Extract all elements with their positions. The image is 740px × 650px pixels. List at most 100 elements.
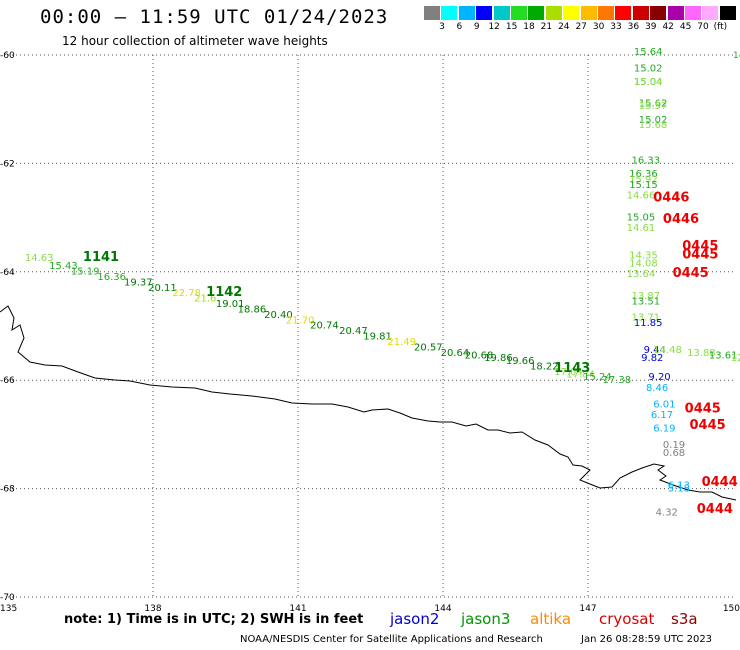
- pass-time-label: 0445: [673, 266, 709, 281]
- lon-tick-label: 135: [0, 604, 17, 614]
- satellite-legend-cryosat: cryosat: [599, 610, 655, 628]
- antarctic-coastline: [0, 305, 737, 501]
- colorbar-swatch: [598, 6, 614, 20]
- wave-height-value: 15.04: [634, 77, 663, 88]
- colorbar-label: 36: [627, 22, 640, 32]
- wave-height-value: 15.02: [634, 63, 663, 74]
- wave-height-value: 19.37: [124, 277, 153, 288]
- lat-tick-label: -70: [0, 593, 15, 603]
- colorbar-label: 9: [473, 22, 480, 32]
- wave-height-value: 14.35: [629, 250, 658, 261]
- wave-height-value: 19.86: [484, 353, 513, 364]
- colorbar-swatch: [493, 6, 510, 20]
- wave-height-value: 15.19: [71, 267, 100, 278]
- wave-height-value: 19.01: [216, 299, 245, 310]
- colorbar-swatch: [580, 6, 597, 20]
- wave-height-value: 18.22: [530, 361, 559, 372]
- colorbar-label: 3: [439, 22, 445, 32]
- colorbar-label: 27: [575, 22, 587, 32]
- wave-height-value: 14.48: [653, 345, 682, 356]
- lat-tick-label: -68: [0, 485, 15, 495]
- lon-tick-label: 147: [579, 604, 596, 614]
- wave-height-value: 12.74: [731, 353, 740, 364]
- wave-height-value: 6.17: [651, 410, 673, 421]
- wave-height-value: 20.68: [465, 351, 494, 362]
- wave-height-value: 21.49: [387, 337, 416, 348]
- wave-height-value: 15.57: [639, 101, 668, 112]
- wave-height-value: 20.64: [441, 348, 470, 359]
- satellite-legend-jason3: jason3: [461, 610, 511, 628]
- lon-tick-label: 138: [144, 604, 161, 614]
- wave-height-value: 14.61: [627, 223, 656, 234]
- wave-height-value: 21.6: [194, 294, 216, 305]
- wave-height-value: 15.24: [583, 372, 612, 383]
- wave-height-value: 14: [733, 51, 740, 61]
- wave-height-value: 13.51: [632, 296, 661, 307]
- generated-timestamp: Jan 26 08:28:59 UTC 2023: [581, 634, 713, 645]
- colorbar-swatch: [458, 6, 475, 20]
- lat-tick-label: -60: [0, 51, 15, 61]
- pass-time-label: 1142: [206, 285, 242, 300]
- footer-credit: NOAA/NESDIS Center for Satellite Applica…: [240, 634, 543, 645]
- wave-height-value: 11.85: [634, 318, 663, 329]
- colorbar-swatch: [632, 6, 649, 20]
- colorbar-swatch: [685, 6, 701, 20]
- wave-height-value: 19.66: [506, 356, 535, 367]
- satellite-legend-altika: altika: [530, 610, 572, 628]
- wave-height-value: 15.05: [627, 212, 656, 223]
- wave-height-value: 18.86: [238, 304, 267, 315]
- wave-height-value: 13.64: [627, 269, 656, 280]
- wave-height-value: 4.32: [656, 508, 678, 519]
- lat-tick-label: -64: [0, 268, 15, 278]
- wave-height-value: 15.15: [629, 180, 658, 191]
- note-text: note: 1) Time is in UTC; 2) SWH is in fe…: [64, 612, 364, 627]
- colorbar-swatch: [545, 6, 562, 20]
- wave-height-value: 6.13: [668, 481, 690, 492]
- colorbar-label: 42: [662, 22, 674, 32]
- wave-height-value: 6.01: [653, 399, 675, 410]
- wave-height-value: 9.82: [641, 353, 663, 364]
- colorbar-label: 12: [488, 22, 500, 32]
- wave-height-value: 16.36: [629, 169, 658, 180]
- wave-height-value: 9.20: [648, 372, 670, 383]
- wave-height-value: 15.02: [639, 115, 668, 126]
- wave-height-value: 8.46: [646, 383, 668, 394]
- wave-height-value: 22.78: [172, 288, 201, 299]
- wave-height-value: 20.40: [264, 310, 293, 321]
- wave-height-value: 6.19: [653, 424, 675, 435]
- wave-height-value: 14.63: [25, 253, 54, 264]
- pass-time-label: 0445: [690, 418, 726, 433]
- wave-height-value: 21.70: [286, 315, 315, 326]
- wave-height-value: 14.66: [627, 191, 656, 202]
- lon-tick-label: 144: [434, 604, 451, 614]
- observations: 15.6415.0215.0415.0415.6215.5715.0215.68…: [25, 47, 740, 519]
- satellite-legend-s3a: s3a: [671, 610, 698, 628]
- lon-tick-label: 150: [723, 604, 740, 614]
- pass-time-label: 0445: [685, 402, 721, 417]
- colorbar-swatch: [615, 6, 632, 20]
- colorbar-swatch: [667, 6, 684, 20]
- wave-height-value: 15.68: [639, 120, 668, 131]
- wave-height-value: 13.61: [709, 351, 738, 362]
- wave-height-value: 19.81: [363, 332, 392, 343]
- wave-height-value: 20.57: [414, 342, 443, 353]
- wave-height-value: 15.04: [634, 77, 663, 88]
- wave-height-value: 15.92: [629, 174, 658, 185]
- colorbar-label: 21: [540, 22, 553, 32]
- lat-tick-label: -66: [0, 376, 15, 386]
- colorbar-label: (ft): [713, 22, 728, 32]
- pass-time-label: 0446: [653, 190, 689, 205]
- wave-height-value: 17.84: [566, 369, 595, 380]
- colorbar-label: 39: [645, 22, 657, 32]
- colorbar-label: 24: [558, 22, 570, 32]
- pass-time-label: 0444: [697, 502, 733, 517]
- wave-height-value: 0.68: [663, 448, 685, 459]
- wave-height-value: 17.38: [603, 375, 632, 386]
- wave-height-value: 16.33: [632, 155, 661, 166]
- chart-subtitle: 12 hour collection of altimeter wave hei…: [62, 34, 328, 48]
- lon-tick-label: 141: [289, 604, 306, 614]
- wave-height-value: 5.18: [668, 483, 690, 494]
- wave-height-value: 14.08: [629, 258, 658, 269]
